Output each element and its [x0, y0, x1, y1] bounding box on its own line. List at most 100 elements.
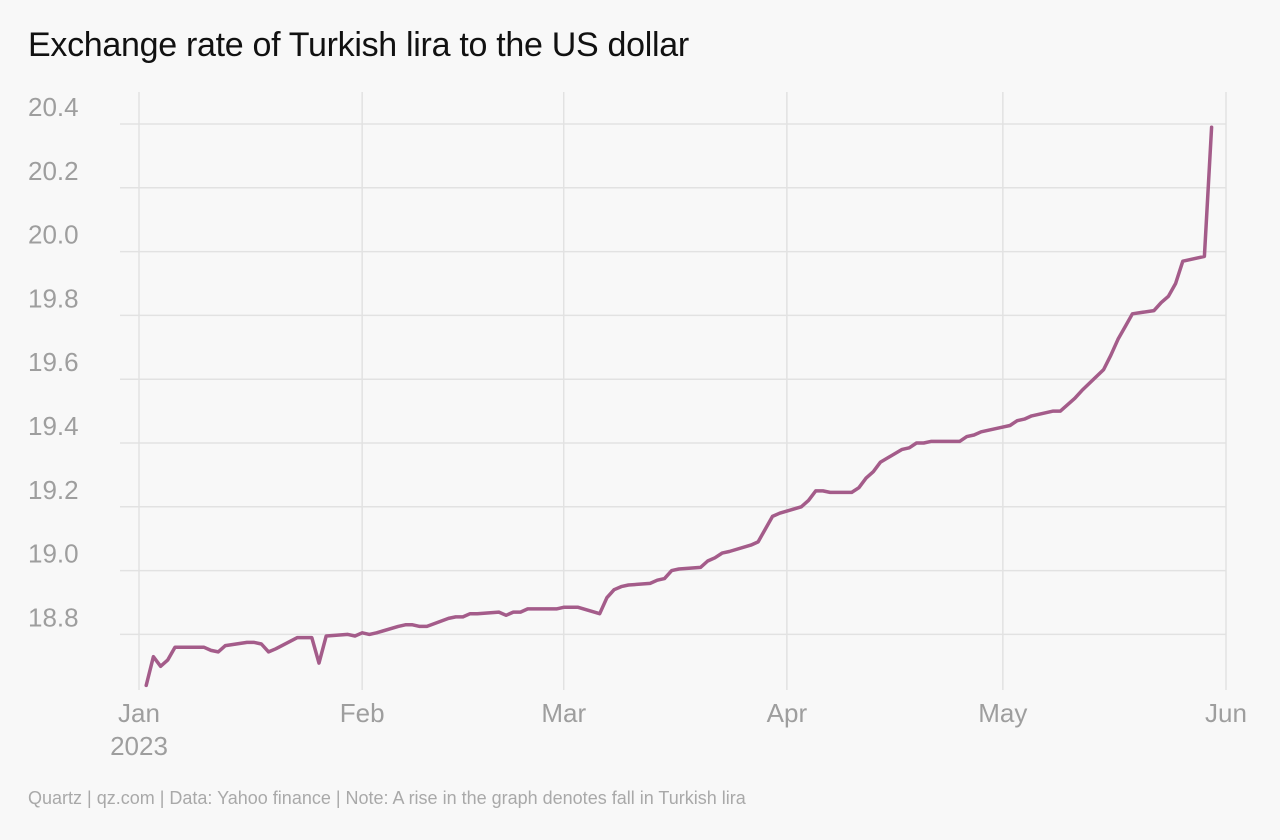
- y-tick-label: 20.0: [28, 220, 79, 250]
- data-point: [619, 585, 623, 589]
- data-point: [360, 631, 364, 635]
- data-point: [295, 636, 299, 640]
- data-point: [151, 655, 155, 659]
- data-point: [317, 661, 321, 665]
- x-tick-label: Apr: [767, 698, 808, 728]
- data-point: [972, 433, 976, 437]
- data-point: [749, 543, 753, 547]
- data-point: [144, 683, 148, 687]
- data-point: [418, 624, 422, 628]
- data-point: [1109, 353, 1113, 357]
- data-point: [461, 615, 465, 619]
- series-line-layer: [144, 125, 1214, 688]
- data-point: [245, 640, 249, 644]
- data-point: [576, 605, 580, 609]
- data-point: [303, 636, 307, 640]
- data-point: [929, 439, 933, 443]
- source-note: Quartz | qz.com | Data: Yahoo finance | …: [28, 788, 746, 808]
- data-point: [1174, 282, 1178, 286]
- data-point: [425, 624, 429, 628]
- data-point: [663, 577, 667, 581]
- data-point: [202, 645, 206, 649]
- data-point: [1202, 254, 1206, 258]
- data-point: [396, 624, 400, 628]
- y-tick-label: 20.4: [28, 92, 79, 122]
- data-point: [468, 612, 472, 616]
- data-point: [403, 623, 407, 627]
- data-point: [259, 642, 263, 646]
- data-point: [850, 490, 854, 494]
- data-point: [900, 447, 904, 451]
- x-tick-label: May: [978, 698, 1027, 728]
- data-point: [411, 623, 415, 627]
- data-point: [1181, 259, 1185, 263]
- data-point: [1159, 301, 1163, 305]
- data-point: [871, 470, 875, 474]
- data-point: [1166, 294, 1170, 298]
- data-point: [562, 605, 566, 609]
- data-point: [778, 511, 782, 515]
- data-point: [1022, 417, 1026, 421]
- data-point: [310, 636, 314, 640]
- x-tick-label: Mar: [541, 698, 586, 728]
- y-tick-label: 19.8: [28, 283, 79, 313]
- x-tick-label: Jan: [118, 698, 160, 728]
- data-point: [324, 634, 328, 638]
- data-point: [821, 489, 825, 493]
- data-point: [605, 596, 609, 600]
- x-tick-label: Feb: [340, 698, 385, 728]
- y-tick-label: 19.4: [28, 411, 79, 441]
- data-point: [648, 581, 652, 585]
- data-point: [771, 514, 775, 518]
- data-point: [511, 610, 515, 614]
- data-point: [807, 498, 811, 502]
- series-line: [144, 125, 1214, 688]
- data-point: [223, 644, 227, 648]
- y-tick-label: 20.2: [28, 156, 79, 186]
- data-point: [907, 446, 911, 450]
- data-point: [252, 640, 256, 644]
- data-point: [699, 565, 703, 569]
- data-point: [1080, 388, 1084, 392]
- data-point: [958, 439, 962, 443]
- data-point: [1152, 309, 1156, 313]
- data-point: [1051, 409, 1055, 413]
- data-point: [965, 435, 969, 439]
- data-point: [367, 632, 371, 636]
- gridlines: [120, 92, 1227, 690]
- data-point: [879, 460, 883, 464]
- data-point: [814, 489, 818, 493]
- data-point: [713, 556, 717, 560]
- data-point: [195, 645, 199, 649]
- data-point: [1130, 312, 1134, 316]
- data-point: [267, 650, 271, 654]
- data-point: [756, 540, 760, 544]
- data-point: [454, 615, 458, 619]
- data-point: [274, 647, 278, 651]
- y-tick-label: 18.8: [28, 602, 79, 632]
- data-point: [346, 632, 350, 636]
- data-point: [166, 658, 170, 662]
- data-point: [951, 439, 955, 443]
- data-point: [922, 441, 926, 445]
- data-point: [727, 550, 731, 554]
- data-point: [1210, 125, 1214, 129]
- data-point: [979, 430, 983, 434]
- data-point: [1030, 414, 1034, 418]
- data-point: [569, 605, 573, 609]
- data-point: [627, 583, 631, 587]
- data-point: [1001, 425, 1005, 429]
- data-point: [857, 486, 861, 490]
- data-point: [1008, 424, 1012, 428]
- data-point: [555, 607, 559, 611]
- data-point: [670, 569, 674, 573]
- data-point: [828, 490, 832, 494]
- data-point: [475, 612, 479, 616]
- x-tick-label: Jun: [1205, 698, 1247, 728]
- data-point: [497, 610, 501, 614]
- data-point: [763, 527, 767, 531]
- data-point: [655, 578, 659, 582]
- data-point: [216, 650, 220, 654]
